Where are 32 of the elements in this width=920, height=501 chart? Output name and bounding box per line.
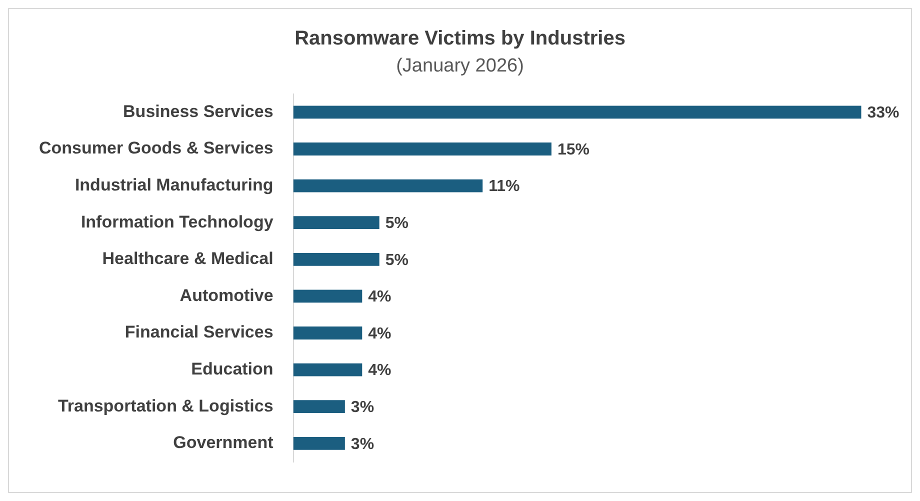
bar [293,106,862,119]
data-label: 15% [557,141,590,158]
y-tick-label: Transportation & Logistics [58,396,274,416]
bar [293,179,483,192]
bar [293,400,345,414]
data-label: 3% [350,436,374,453]
bar [293,290,362,303]
y-tick-label: Government [173,433,274,452]
y-tick-label: Consumer Goods & Services [38,138,274,158]
data-label: 33% [867,104,900,122]
bar [293,363,362,376]
y-tick-label: Financial Services [124,322,274,342]
bar [293,252,380,266]
y-tick-label: Industrial Manufacturing [74,175,274,194]
bar [293,436,345,450]
data-label: 3% [350,399,374,416]
chart-title: Ransomware Victims by Industries [294,28,626,50]
y-tick-label: Education [191,359,274,378]
bar [293,142,552,156]
bar [293,326,362,340]
data-label: 11% [488,178,520,196]
data-label: 4% [368,362,392,380]
chart-subtitle: (January 2026) [396,56,524,77]
y-tick-label: Healthcare & Medical [102,249,274,268]
y-tick-label: Automotive [180,286,274,305]
data-label: 4% [368,325,392,342]
data-label: 5% [385,215,408,232]
bar [293,216,380,230]
y-tick-label: Business Services [123,102,274,121]
data-label: 5% [385,252,408,269]
data-label: 4% [368,288,392,306]
y-tick-label: Information Technology [80,212,274,232]
